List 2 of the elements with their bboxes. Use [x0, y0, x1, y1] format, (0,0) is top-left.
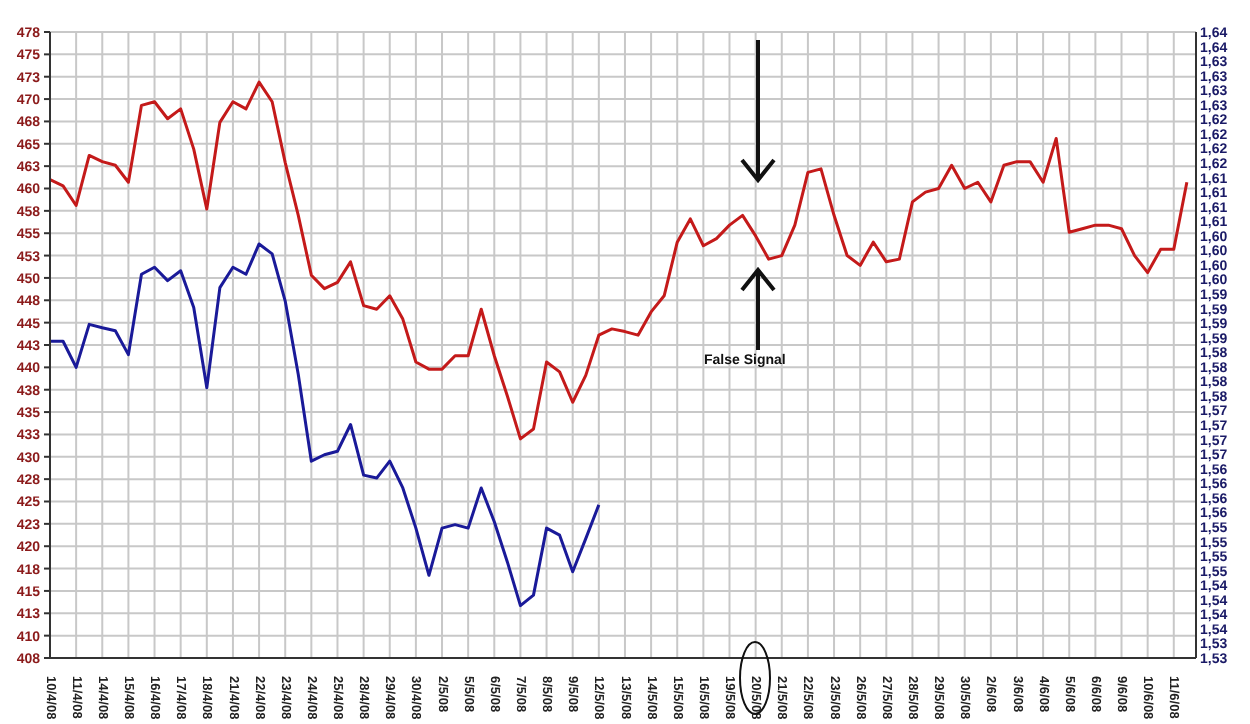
line-series [50, 80, 1189, 441]
line-series [50, 242, 601, 608]
